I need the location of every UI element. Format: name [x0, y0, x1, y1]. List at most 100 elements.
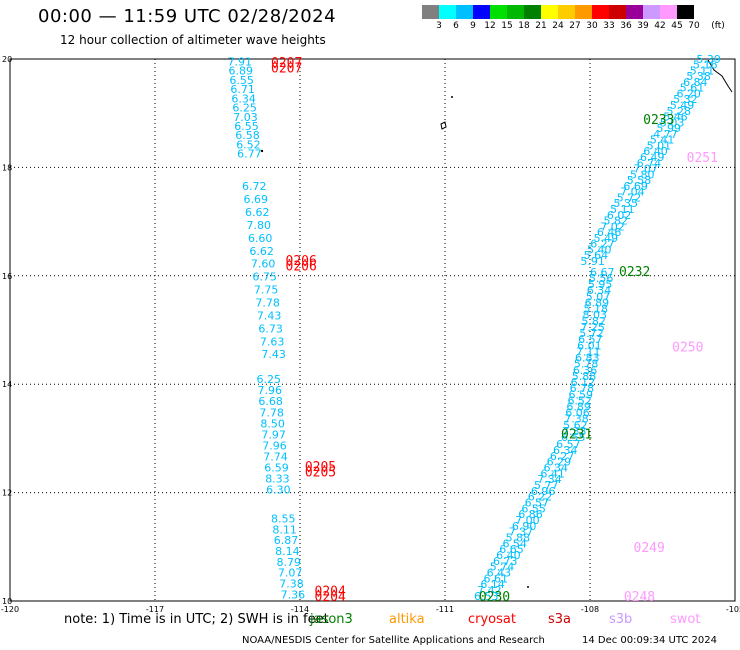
island-dot — [260, 149, 264, 153]
wave-height-value: 5.11 — [610, 203, 635, 216]
wave-height-value: 5.41 — [650, 134, 675, 147]
wave-height-value: 6.96 — [531, 485, 556, 498]
wave-height-value: 8.79 — [277, 556, 302, 569]
color-scale-cell — [592, 5, 609, 19]
color-scale-label: 36 — [620, 21, 632, 31]
island-dot — [527, 586, 529, 588]
track-cryosat-0204: 8.558.116.878.148.797.077.387.36 — [271, 512, 305, 601]
wave-height-value: 6.59 — [264, 462, 289, 475]
pass-label: 0251 — [687, 151, 718, 166]
map-frame — [9, 58, 736, 602]
wave-height-value: 8.55 — [271, 512, 296, 525]
wave-height-value: 6.89 — [566, 400, 591, 413]
wave-height-value: 5.74 — [490, 561, 515, 574]
wave-height-value: 7.25 — [580, 321, 605, 334]
wave-height-value: 6.34 — [231, 92, 256, 105]
color-scale-cell — [677, 5, 694, 19]
color-scale-bar — [422, 5, 694, 19]
wave-height-value: 6.36 — [573, 364, 598, 377]
note-text: note: 1) Time is in UTC; 2) SWH is in fe… — [64, 612, 329, 627]
wave-height-value: 5.49 — [670, 99, 695, 112]
wave-height-value: 5.56 — [589, 272, 614, 285]
wave-height-value: 5.91 — [580, 255, 605, 268]
wave-height-value: 5.72 — [579, 327, 604, 340]
pass-label: 0207 — [271, 62, 302, 77]
altimeter-tracks: 7.916.896.556.716.346.257.036.556.586.52… — [228, 53, 721, 603]
island-outline — [440, 121, 447, 130]
wave-height-value: 7.00 — [515, 514, 540, 527]
wave-height-value: 5.46 — [663, 111, 688, 124]
wave-height-value: 7.43 — [257, 309, 282, 322]
wave-height-value: 5.80 — [630, 168, 655, 181]
wave-height-value: 6.89 — [585, 296, 610, 309]
wave-height-value: 7.96 — [257, 384, 282, 397]
wave-height-value: 6.75 — [252, 271, 277, 284]
wave-height-value: 7.96 — [262, 439, 287, 452]
wave-height-value: 6.87 — [274, 534, 299, 547]
wave-height-value: 7.63 — [260, 335, 285, 348]
color-scale-label: 21 — [535, 21, 547, 31]
wave-height-value: 8.11 — [272, 523, 297, 536]
wave-height-value: 6.78 — [570, 382, 595, 395]
wave-height-value: 5.77 — [534, 479, 559, 492]
wave-height-value: 6.84 — [683, 76, 708, 89]
pass-label: 0233 — [643, 113, 674, 128]
wave-height-value: 5.16 — [693, 59, 718, 72]
lat-tick-label: 20 — [2, 55, 12, 64]
lat-tick-label: 14 — [2, 380, 12, 389]
wave-height-value: 7.43 — [261, 348, 286, 361]
wave-height-value: 5.28 — [667, 105, 692, 118]
wave-height-value: 6.52 — [236, 138, 261, 151]
credit-text: NOAA/NESDIS Center for Satellite Applica… — [242, 635, 545, 646]
pass-label: 0250 — [672, 341, 703, 356]
wave-height-value: 7.78 — [255, 296, 280, 309]
color-scale-cell — [490, 5, 507, 19]
wave-height-value: 6.57 — [578, 333, 603, 346]
wave-height-value: 6.27 — [590, 238, 615, 251]
wave-height-value: 7.80 — [246, 219, 271, 232]
track-jason3-0233: 5.395.165.115.386.845.616.205.325.495.28… — [580, 53, 721, 268]
wave-height-value: 5.82 — [581, 315, 606, 328]
lon-tick-label: -120 — [1, 605, 19, 614]
lon-tick-label: -105 — [726, 605, 740, 614]
track-cryosat-0207: 7.916.896.556.716.346.257.036.556.586.52… — [228, 56, 262, 161]
color-scale-label: 27 — [569, 21, 581, 31]
legend-jason3: jason3 — [310, 612, 353, 627]
wave-height-value: 8.50 — [260, 417, 285, 430]
wave-height-value: 7.74 — [263, 451, 288, 464]
wave-height-value: 5.72 — [617, 191, 642, 204]
generated-timestamp: 14 Dec 00:09:34 UTC 2024 — [582, 635, 717, 646]
wave-height-value: 6.55 — [234, 120, 259, 133]
wave-height-value: 6.02 — [607, 209, 632, 222]
color-scale-label: 9 — [470, 21, 476, 31]
wave-height-value: 7.97 — [261, 428, 286, 441]
wave-height-value: 5.32 — [673, 93, 698, 106]
color-scale-cell — [575, 5, 592, 19]
wave-height-value: 6.06 — [565, 407, 590, 420]
wave-height-value: 5.01 — [647, 139, 672, 152]
track-cryosat-0206: 6.726.696.627.806.606.627.606.757.757.78… — [242, 180, 286, 361]
color-scale-label: 6 — [453, 21, 459, 31]
lat-tick-label: 12 — [2, 489, 12, 498]
wave-height-value: 7.07 — [633, 163, 658, 176]
wave-height-value: 6.72 — [242, 180, 267, 193]
coastline-segment — [707, 59, 733, 93]
wave-height-value: 6.01 — [577, 339, 602, 352]
color-scale-label: 24 — [552, 21, 564, 31]
lon-tick-label: -114 — [291, 605, 309, 614]
color-scale-cell — [524, 5, 541, 19]
wave-height-value: 7.60 — [251, 258, 276, 271]
wave-height-value: 6.34 — [544, 462, 569, 475]
wave-height-value: 6.67 — [590, 266, 615, 279]
lon-tick-label: -117 — [146, 605, 164, 614]
wave-height-value: 7.75 — [254, 284, 279, 297]
lon-tick-label: -111 — [436, 605, 454, 614]
wave-height-value: 6.43 — [487, 567, 512, 580]
wave-height-value: 5.88 — [572, 370, 597, 383]
color-scale-label: 3 — [436, 21, 442, 31]
wave-height-value: 8.33 — [265, 473, 290, 486]
wave-height-value: 6.41 — [540, 467, 565, 480]
wave-height-value: 7.78 — [259, 406, 284, 419]
lat-tick-label: 10 — [2, 597, 12, 606]
